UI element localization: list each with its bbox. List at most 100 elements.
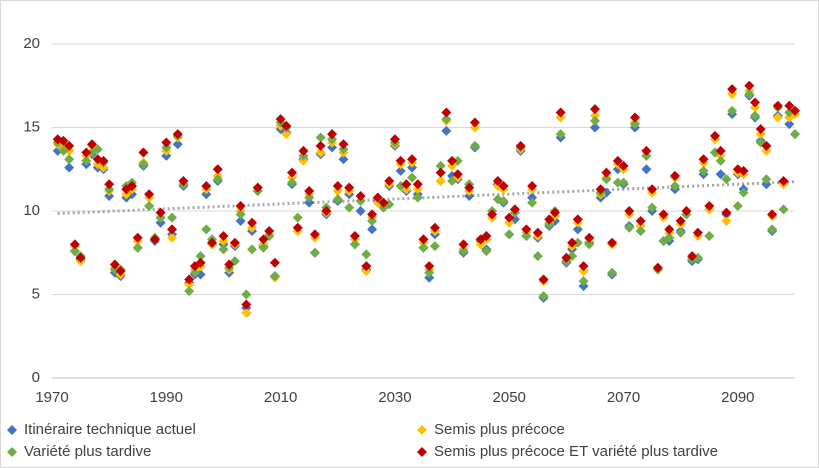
x-tick-label: 2070 <box>607 389 640 406</box>
point <box>349 239 360 250</box>
point <box>544 219 555 230</box>
point <box>572 214 583 225</box>
legend-label: Semis plus précoce ET variété plus tardi… <box>434 443 718 460</box>
y-tick-label: 20 <box>23 35 40 52</box>
point <box>767 224 778 235</box>
point <box>669 180 680 191</box>
point <box>184 286 195 297</box>
point <box>698 165 709 176</box>
point <box>252 182 263 193</box>
point <box>452 155 463 166</box>
point <box>367 209 378 220</box>
point <box>275 114 286 125</box>
legend-label: Variété plus tardive <box>24 443 151 460</box>
point <box>515 140 526 151</box>
point <box>669 170 680 181</box>
point <box>647 202 658 213</box>
point <box>367 216 378 227</box>
point <box>412 184 423 195</box>
point <box>315 147 326 158</box>
point <box>521 231 532 242</box>
point <box>544 214 555 225</box>
point <box>401 179 412 190</box>
point <box>635 216 646 227</box>
point <box>732 200 743 211</box>
point <box>629 112 640 123</box>
point <box>98 162 109 173</box>
point <box>721 174 732 185</box>
point <box>555 129 566 140</box>
point <box>755 129 766 140</box>
point <box>790 105 800 116</box>
point <box>332 180 343 191</box>
point <box>304 185 315 196</box>
point <box>355 206 366 216</box>
point <box>458 246 469 257</box>
point <box>218 236 229 247</box>
point <box>189 267 200 278</box>
point <box>424 272 435 283</box>
point <box>589 104 600 115</box>
point <box>504 229 515 240</box>
point <box>755 124 766 135</box>
point <box>761 179 772 190</box>
point <box>247 244 258 255</box>
point <box>778 204 789 215</box>
point <box>258 234 269 245</box>
point <box>629 119 640 130</box>
point <box>572 237 583 248</box>
legend-label: Itinéraire technique actuel <box>24 421 196 438</box>
point <box>64 140 75 151</box>
point <box>195 251 206 262</box>
point <box>778 175 789 186</box>
point <box>201 180 212 191</box>
point <box>589 115 600 126</box>
point <box>235 216 246 227</box>
point <box>87 139 98 150</box>
point <box>727 105 738 116</box>
point <box>64 154 75 165</box>
point <box>315 140 326 151</box>
point <box>418 242 429 253</box>
point <box>81 147 92 158</box>
point <box>681 206 692 216</box>
point <box>624 206 635 216</box>
point <box>98 155 109 166</box>
point <box>144 189 155 200</box>
point <box>235 209 246 220</box>
point <box>567 237 578 248</box>
point <box>69 246 80 257</box>
point <box>127 189 138 200</box>
point <box>692 227 703 238</box>
point <box>435 167 446 178</box>
point <box>292 222 303 233</box>
point <box>715 169 726 180</box>
point <box>607 267 618 278</box>
point <box>709 130 720 141</box>
point <box>338 144 349 155</box>
point <box>749 102 760 113</box>
point <box>441 114 452 125</box>
point <box>235 200 246 211</box>
point <box>601 174 612 185</box>
point <box>435 160 446 171</box>
point <box>601 167 612 178</box>
point <box>527 192 538 203</box>
point <box>292 212 303 223</box>
point <box>424 267 435 278</box>
point <box>749 97 760 108</box>
point <box>201 189 212 200</box>
point <box>618 177 629 188</box>
point <box>578 276 589 287</box>
point <box>715 155 726 166</box>
point <box>184 274 195 285</box>
point <box>298 145 309 156</box>
point <box>412 192 423 203</box>
point <box>58 145 69 156</box>
point <box>692 252 703 263</box>
point <box>344 202 355 213</box>
point <box>212 174 223 185</box>
point <box>161 150 172 161</box>
point <box>207 237 218 248</box>
point <box>715 145 726 156</box>
